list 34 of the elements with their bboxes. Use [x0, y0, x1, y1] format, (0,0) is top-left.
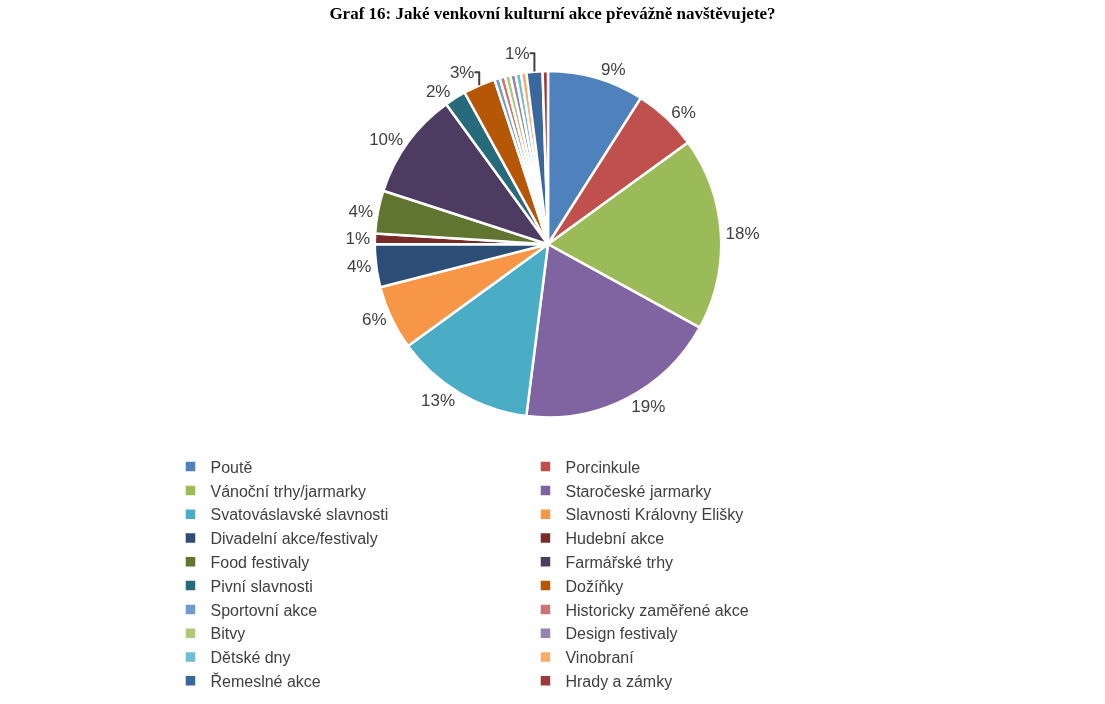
- legend-label: Svatováslavské slavnosti: [210, 506, 389, 524]
- legend-label: Pivní slavnosti: [210, 577, 313, 595]
- legend-label: Bitvy: [210, 625, 246, 643]
- legend-label: Hrady a zámky: [565, 673, 673, 691]
- legend-label: Farmářské trhy: [565, 554, 674, 572]
- data-label: 18%: [725, 223, 760, 243]
- chart-title: Graf 16: Jaké venkovní kulturní akce převážně navštěvujete?: [329, 3, 776, 23]
- data-label: 19%: [631, 396, 666, 416]
- data-label: 6%: [671, 103, 696, 123]
- legend-label: Slavnosti Královny Elišky: [565, 506, 744, 524]
- data-label: 4%: [346, 256, 372, 276]
- legend-label: Poutě: [210, 458, 253, 476]
- data-label: 13%: [421, 390, 456, 410]
- legend-label: Divadelní akce/festivaly: [210, 530, 378, 548]
- legend-label: Historicky zaměřené akce: [565, 601, 749, 619]
- data-label: 4%: [348, 201, 374, 221]
- data-label: 1%: [345, 229, 371, 249]
- data-label: 3%: [449, 62, 475, 82]
- legend-label: Design festivaly: [565, 625, 678, 643]
- data-label: 1%: [505, 43, 530, 63]
- legend-label: Dětské dny: [210, 649, 291, 667]
- legend-label: Hudební akce: [565, 530, 665, 548]
- data-label: 10%: [369, 129, 404, 149]
- legend-label: Vinobraní: [565, 649, 635, 667]
- legend-label: Vánoční trhy/jarmarky: [210, 482, 367, 500]
- legend-label: Porcinkule: [565, 458, 641, 476]
- legend-label: Staročeské jarmarky: [565, 482, 712, 500]
- legend-label: Food festivaly: [210, 554, 310, 572]
- legend-label: Řemeslné akce: [210, 672, 321, 691]
- data-label: 9%: [601, 59, 626, 79]
- legend-label: Sportovní akce: [210, 601, 318, 619]
- data-label: 2%: [425, 81, 451, 101]
- data-label: 6%: [361, 310, 387, 330]
- legend-label: Dožíňky: [565, 577, 624, 595]
